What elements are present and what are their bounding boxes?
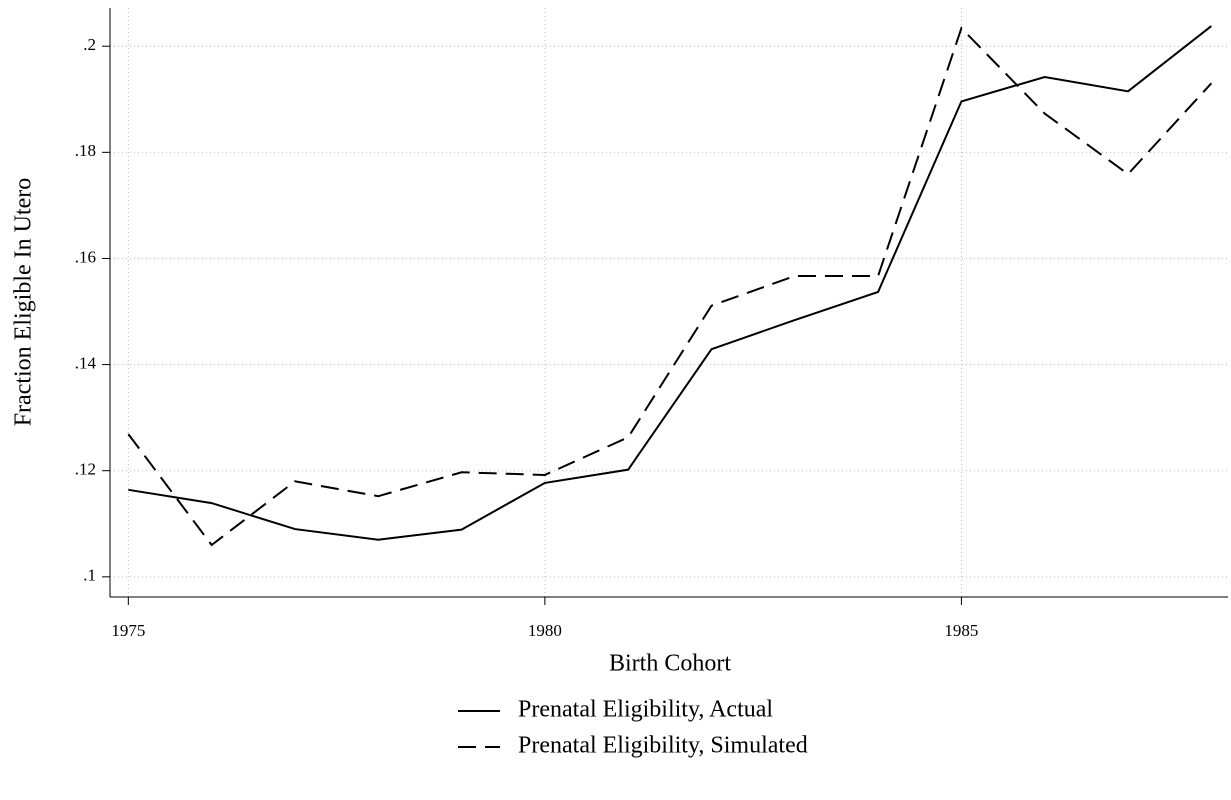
y-tick-label: .12 xyxy=(75,460,96,479)
x-tick-label: 1980 xyxy=(528,621,562,640)
y-tick-label: .2 xyxy=(83,35,96,54)
legend-label: Prenatal Eligibility, Simulated xyxy=(518,733,808,759)
y-tick-label: .18 xyxy=(75,141,96,160)
y-tick-label: .16 xyxy=(75,247,96,266)
x-axis-label: Birth Cohort xyxy=(609,651,731,677)
series-line xyxy=(127,26,1213,547)
x-tick-label: 1975 xyxy=(111,621,145,640)
series-line xyxy=(128,25,1212,541)
x-tick-label: 1985 xyxy=(944,621,978,640)
y-tick-label: .1 xyxy=(83,566,96,585)
y-tick-label: .14 xyxy=(75,353,97,372)
y-axis-label: Fraction Eligible In Utero xyxy=(11,178,37,427)
legend-label: Prenatal Eligibility, Actual xyxy=(518,697,773,723)
